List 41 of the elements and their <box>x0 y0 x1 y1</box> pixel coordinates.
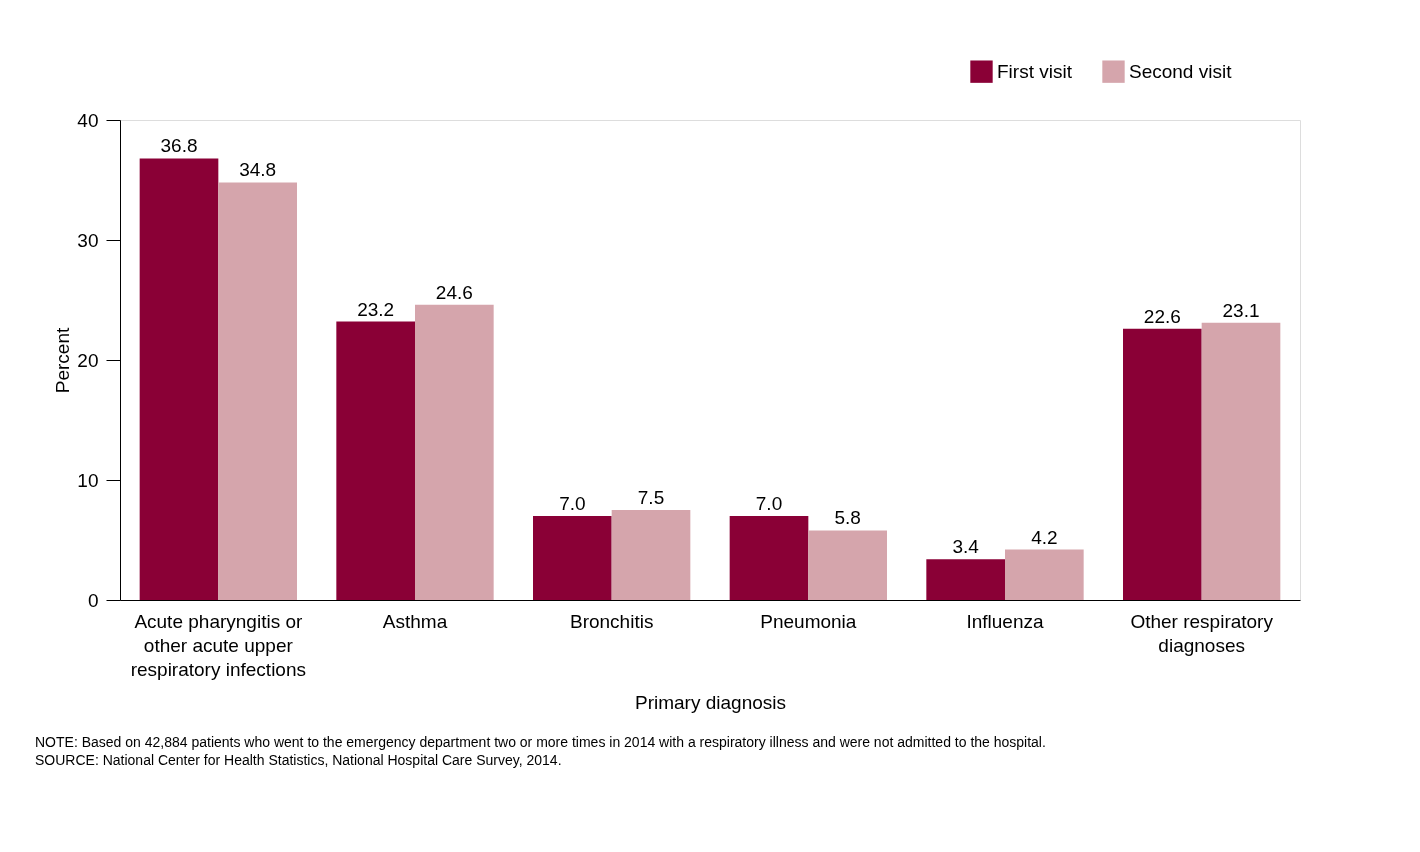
data-label: 4.2 <box>1031 526 1058 548</box>
data-label: 34.8 <box>239 159 277 181</box>
data-label: 7.0 <box>755 493 783 514</box>
x-tick-label: Influenza <box>966 610 1044 632</box>
y-tick-label: 20 <box>77 349 99 371</box>
y-tick-label: 10 <box>77 469 99 491</box>
data-label: 7.5 <box>637 487 665 508</box>
legend-label: Second visit <box>1129 60 1233 82</box>
y-tick-label: 40 <box>77 109 99 131</box>
bar <box>218 182 297 600</box>
bar <box>415 304 494 600</box>
y-axis-title: Percent <box>52 327 74 394</box>
x-tick-label: Bronchitis <box>569 610 654 632</box>
data-label: 36.8 <box>160 135 198 157</box>
data-label: 24.6 <box>435 281 473 303</box>
data-label: 3.4 <box>952 536 980 558</box>
source-note: SOURCE: National Center for Health Statistics, National Hospital Care Survey, 2014. <box>35 752 562 768</box>
bar <box>729 516 809 600</box>
data-label: 23.2 <box>357 298 395 320</box>
bar <box>139 158 219 600</box>
data-label: 7.0 <box>559 493 586 514</box>
bar <box>336 321 415 600</box>
legend-label: First visit <box>997 60 1073 82</box>
data-label: 23.1 <box>1222 299 1260 321</box>
x-tick-label: Acute pharyngitis or other acute upper respiratory infections <box>130 610 306 680</box>
bar <box>1005 549 1084 600</box>
bar <box>1201 322 1281 600</box>
y-tick-label: 0 <box>87 589 99 611</box>
x-tick-label: Asthma <box>382 610 448 632</box>
x-tick-label: Other respiratory diagnoses <box>1130 610 1274 656</box>
y-tick-label: 30 <box>77 229 99 251</box>
data-label: 22.6 <box>1143 305 1181 327</box>
bar <box>808 530 887 600</box>
bar <box>926 559 1005 600</box>
bar <box>1123 328 1202 600</box>
data-label: 5.8 <box>834 507 861 529</box>
x-tick-label: Pneumonia <box>760 610 857 632</box>
text: NOTE: Based on 42,884 patients who went to the emergency department two or more times in 2014 with a respiratory illness and were not admitted to the hospital. <box>35 734 1046 750</box>
x-axis-title: Primary diagnosis <box>635 691 786 713</box>
bar <box>611 510 691 600</box>
bar <box>533 516 612 600</box>
